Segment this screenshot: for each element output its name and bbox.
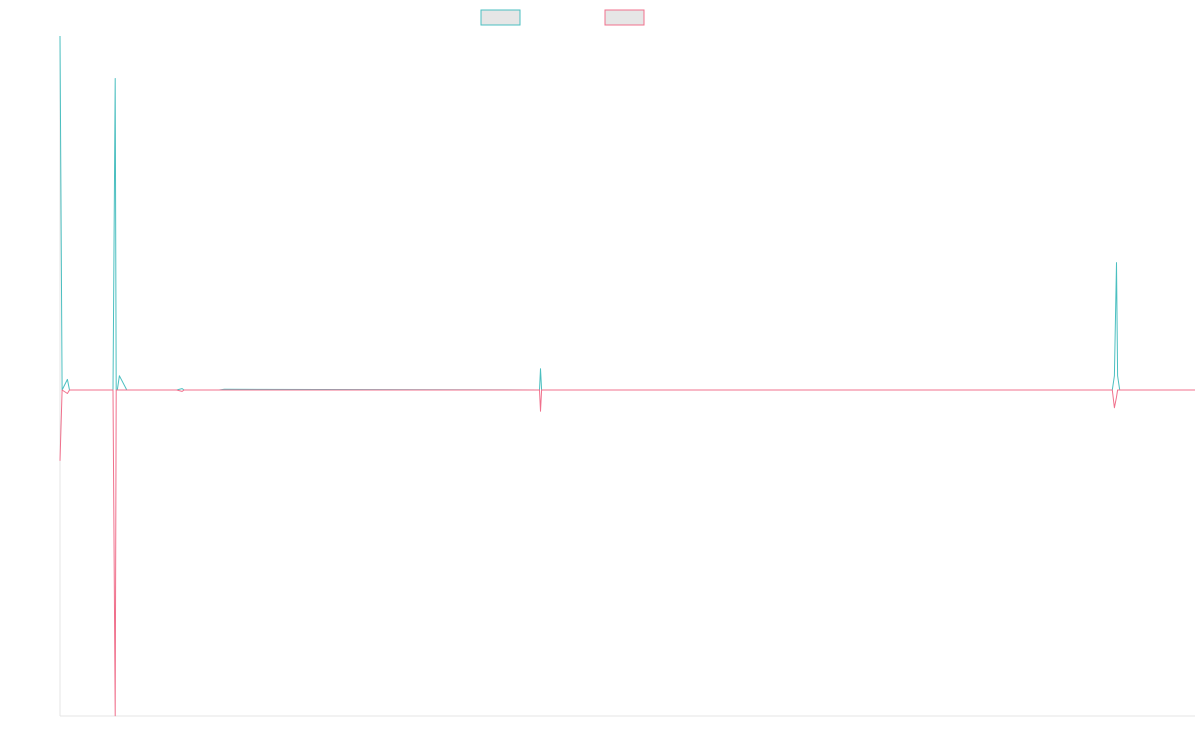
- axes: [59, 36, 1195, 717]
- series-line-0: [59, 35, 1195, 391]
- legend-swatch-series-0[interactable]: [480, 9, 521, 26]
- series-layer: [59, 35, 1195, 717]
- legend: [480, 9, 645, 26]
- legend-swatch-series-1[interactable]: [604, 9, 645, 26]
- series-line-1: [59, 389, 1195, 717]
